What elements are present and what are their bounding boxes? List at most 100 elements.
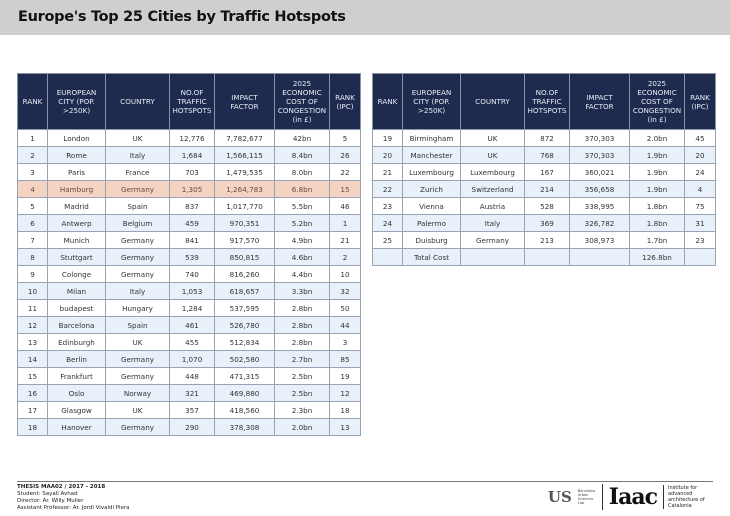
table-cell: 14 xyxy=(17,350,48,368)
usl-logo-text: Barcelona Urban Sciences Lab xyxy=(577,489,596,505)
table-row: 14 Berlin Germany 1,070 502,580 2.7bn 85 xyxy=(17,350,361,368)
table-cell: 11 xyxy=(17,299,48,317)
table-cell: 21 xyxy=(329,231,361,249)
table-cell: 18 xyxy=(329,401,361,419)
table-cell: 50 xyxy=(329,299,361,317)
table-row: 11 budapest Hungary 1,284 537,595 2.8bn 50 xyxy=(17,299,361,317)
assistant-label: Assistant Professor: Ar. Jordi Vivaldi P… xyxy=(17,505,130,511)
column-header: RANK xyxy=(17,73,48,130)
table-cell: 12 xyxy=(17,316,48,334)
table-cell: Hanover xyxy=(47,418,106,436)
table-cell: 2.8bn xyxy=(274,333,330,351)
table-cell: Austria xyxy=(460,197,525,215)
table-cell: 378,308 xyxy=(214,418,275,436)
table-cell: 20 xyxy=(372,146,403,164)
table-cell: Frankfurt xyxy=(47,367,106,385)
table-cell: 3 xyxy=(329,333,361,351)
table-cell: 1.7bn xyxy=(629,231,685,249)
table-cell: 7,782,677 xyxy=(214,129,275,147)
table-cell: 357 xyxy=(169,401,215,419)
table-cell: 1.9bn xyxy=(629,163,685,181)
table-row: 16 Oslo Norway 321 469,880 2.5bn 12 xyxy=(17,384,361,402)
table-row: 21 Luxembourg Luxembourg 167 360,021 1.9bn 24 xyxy=(372,163,716,181)
table-cell: 13 xyxy=(17,333,48,351)
table-cell: 360,021 xyxy=(569,163,630,181)
table-cell: 1.8bn xyxy=(629,197,685,215)
table-cell: 5.2bn xyxy=(274,214,330,232)
table-cell: Germany xyxy=(105,180,170,198)
table-cell: 10 xyxy=(329,265,361,283)
table-cell: 448 xyxy=(169,367,215,385)
table-cell: 2.0bn xyxy=(629,129,685,147)
column-header: COUNTRY xyxy=(105,73,170,130)
table-cell: 2.8bn xyxy=(274,299,330,317)
table-cell: Vienna xyxy=(402,197,461,215)
table-cell: Munich xyxy=(47,231,106,249)
table-cell: 768 xyxy=(524,146,570,164)
table-cell: Milan xyxy=(47,282,106,300)
column-header: IMPACT FACTOR xyxy=(214,73,275,130)
table-cell: Duisburg xyxy=(402,231,461,249)
table-row: 7 Munich Germany 841 917,570 4.9bn 21 xyxy=(17,231,361,249)
table-cell: 7 xyxy=(17,231,48,249)
table-cell: 1,305 xyxy=(169,180,215,198)
table-cell: 917,570 xyxy=(214,231,275,249)
table-cell: 1,053 xyxy=(169,282,215,300)
table-cell: Hungary xyxy=(105,299,170,317)
table-cell: 3 xyxy=(17,163,48,181)
table-cell: 1,264,783 xyxy=(214,180,275,198)
table-cell: 18 xyxy=(17,418,48,436)
footer-divider xyxy=(17,481,713,482)
table-cell: 15 xyxy=(17,367,48,385)
table-cell: 10 xyxy=(17,282,48,300)
table-row: 2 Rome Italy 1,684 1,566,115 8.4bn 26 xyxy=(17,146,361,164)
table-cell: Antwerp xyxy=(47,214,106,232)
table-cell: 837 xyxy=(169,197,215,215)
table-cell: 459 xyxy=(169,214,215,232)
director-label: Director: Ar. Willy Muller xyxy=(17,498,84,504)
table-cell: Belgium xyxy=(105,214,170,232)
table-cell: 26 xyxy=(329,146,361,164)
table-cell: 3.3bn xyxy=(274,282,330,300)
table-cell: 1.8bn xyxy=(629,214,685,232)
table-cell: Germany xyxy=(105,418,170,436)
table-cell: France xyxy=(105,163,170,181)
table-cell xyxy=(684,248,716,266)
table-cell: 539 xyxy=(169,248,215,266)
table-row: 8 Stuttgart Germany 539 850,815 4.6bn 2 xyxy=(17,248,361,266)
table-cell: Germany xyxy=(105,231,170,249)
table-cell: UK xyxy=(105,333,170,351)
column-header: NO.OF TRAFFIC HOTSPOTS xyxy=(169,73,215,130)
table-row: 12 Barcelona Spain 461 526,780 2.8bn 44 xyxy=(17,316,361,334)
table-cell: UK xyxy=(105,129,170,147)
table-cell: Rome xyxy=(47,146,106,164)
table-cell: Birmingham xyxy=(402,129,461,147)
column-header: EUROPEAN CITY (POP. >250K) xyxy=(402,73,461,130)
iaac-logo-text: Institute for advanced architecture of C… xyxy=(663,485,712,509)
table-cell: Italy xyxy=(105,146,170,164)
table-cell: 2.3bn xyxy=(274,401,330,419)
table-cell: 44 xyxy=(329,316,361,334)
table-row: 19 Birmingham UK 872 370,303 2.0bn 45 xyxy=(372,129,716,147)
table-cell: 528 xyxy=(524,197,570,215)
table-cell: 850,815 xyxy=(214,248,275,266)
table-row: 24 Palermo Italy 369 326,782 1.8bn 31 xyxy=(372,214,716,232)
table-cell: 16 xyxy=(17,384,48,402)
table-cell: 1.9bn xyxy=(629,146,685,164)
table-cell: 22 xyxy=(372,180,403,198)
table-cell: Italy xyxy=(105,282,170,300)
table-cell: Germany xyxy=(460,231,525,249)
table-cell: 370,303 xyxy=(569,129,630,147)
column-header: IMPACT FACTOR xyxy=(569,73,630,130)
table-cell: Spain xyxy=(105,197,170,215)
table-cell: 338,995 xyxy=(569,197,630,215)
table-cell: 5.5bn xyxy=(274,197,330,215)
table-row: 22 Zurich Switzerland 214 356,658 1.9bn 4 xyxy=(372,180,716,198)
table-cell: 12,776 xyxy=(169,129,215,147)
iaac-logo: Iaac xyxy=(601,484,658,510)
column-header: COUNTRY xyxy=(460,73,525,130)
table-cell: Hamburg xyxy=(47,180,106,198)
column-header: 2025 ECONOMIC COST OF CONGESTION (in £) xyxy=(629,73,685,130)
column-header: EUROPEAN CITY (POP. >250K) xyxy=(47,73,106,130)
table-cell: 461 xyxy=(169,316,215,334)
